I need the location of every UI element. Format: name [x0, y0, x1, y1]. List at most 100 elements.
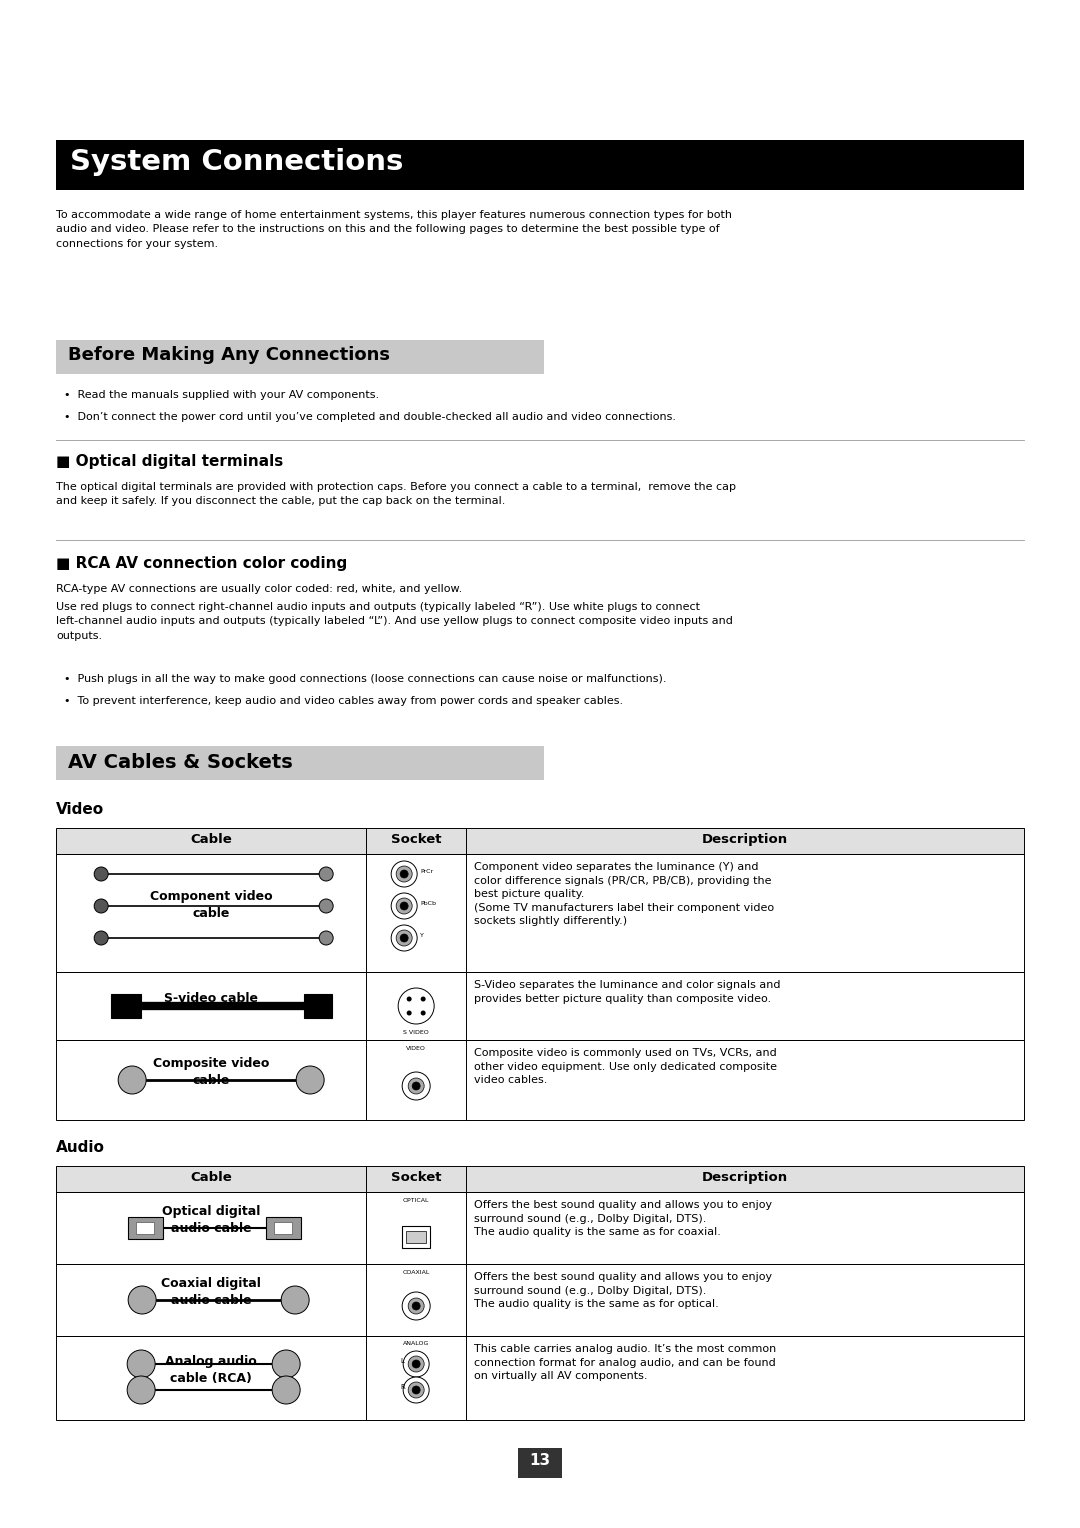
- Text: Coaxial digital
audio cable: Coaxial digital audio cable: [161, 1277, 261, 1306]
- Bar: [406, 1232, 427, 1242]
- Circle shape: [402, 1293, 430, 1320]
- Text: Before Making Any Connections: Before Making Any Connections: [68, 345, 390, 364]
- Circle shape: [118, 1067, 146, 1094]
- Bar: [111, 995, 141, 1018]
- Text: Y: Y: [420, 934, 424, 938]
- Circle shape: [391, 860, 417, 886]
- Circle shape: [413, 1302, 420, 1309]
- Bar: [56, 828, 1024, 854]
- Text: Offers the best sound quality and allows you to enjoy
surround sound (e.g., Dolb: Offers the best sound quality and allows…: [474, 1199, 772, 1238]
- Bar: [56, 1264, 1024, 1335]
- Circle shape: [94, 866, 108, 882]
- Bar: [56, 1041, 1024, 1120]
- Bar: [266, 1216, 301, 1239]
- Text: To accommodate a wide range of home entertainment systems, this player features : To accommodate a wide range of home ente…: [56, 209, 732, 249]
- Circle shape: [391, 924, 417, 950]
- Text: •  Read the manuals supplied with your AV components.: • Read the manuals supplied with your AV…: [64, 390, 379, 400]
- Text: Composite video is commonly used on TVs, VCRs, and
other video equipment. Use on: Composite video is commonly used on TVs,…: [474, 1048, 778, 1085]
- Text: S-video cable: S-video cable: [164, 992, 258, 1004]
- Text: Description: Description: [702, 833, 788, 847]
- Text: This cable carries analog audio. It’s the most common
connection format for anal: This cable carries analog audio. It’s th…: [474, 1345, 777, 1381]
- Bar: [402, 1225, 430, 1248]
- Text: AV Cables & Sockets: AV Cables & Sockets: [68, 753, 293, 772]
- Circle shape: [421, 1010, 426, 1016]
- Circle shape: [272, 1351, 300, 1378]
- Text: OPTICAL: OPTICAL: [403, 1198, 430, 1203]
- Bar: [305, 995, 333, 1018]
- Text: ■ RCA AV connection color coding: ■ RCA AV connection color coding: [56, 556, 348, 571]
- Text: Socket: Socket: [391, 1170, 442, 1184]
- Text: COAXIAL: COAXIAL: [403, 1270, 430, 1274]
- Circle shape: [401, 902, 408, 911]
- Circle shape: [94, 898, 108, 914]
- Bar: [56, 1335, 1024, 1420]
- Text: Audio: Audio: [56, 1140, 105, 1155]
- Circle shape: [413, 1386, 420, 1394]
- Text: Optical digital
audio cable: Optical digital audio cable: [162, 1206, 260, 1235]
- Circle shape: [408, 1355, 424, 1372]
- Bar: [129, 1216, 163, 1239]
- Circle shape: [396, 866, 413, 882]
- Text: RCA-type AV connections are usually color coded: red, white, and yellow.: RCA-type AV connections are usually colo…: [56, 584, 462, 594]
- Text: Video: Video: [56, 802, 105, 817]
- Circle shape: [401, 869, 408, 879]
- Bar: [56, 1166, 1024, 1192]
- Circle shape: [396, 898, 413, 914]
- Circle shape: [407, 1010, 411, 1016]
- Text: ANALOG: ANALOG: [403, 1342, 430, 1346]
- Circle shape: [402, 1073, 430, 1100]
- Text: The optical digital terminals are provided with protection caps. Before you conn: The optical digital terminals are provid…: [56, 481, 737, 506]
- Text: Socket: Socket: [391, 833, 442, 847]
- Circle shape: [403, 1377, 429, 1403]
- Circle shape: [413, 1082, 420, 1089]
- Text: •  Don’t connect the power cord until you’ve completed and double-checked all au: • Don’t connect the power cord until you…: [64, 413, 676, 422]
- Text: PbCb: PbCb: [420, 902, 436, 906]
- Circle shape: [129, 1287, 157, 1314]
- Text: •  Push plugs in all the way to make good connections (loose connections can cau: • Push plugs in all the way to make good…: [64, 674, 666, 685]
- Bar: [56, 141, 1024, 189]
- Circle shape: [296, 1067, 324, 1094]
- Text: Component video
cable: Component video cable: [150, 889, 272, 920]
- Text: ■ Optical digital terminals: ■ Optical digital terminals: [56, 454, 283, 469]
- Text: S-Video separates the luminance and color signals and
provides better picture qu: S-Video separates the luminance and colo…: [474, 979, 781, 1004]
- Text: Offers the best sound quality and allows you to enjoy
surround sound (e.g., Dolb: Offers the best sound quality and allows…: [474, 1271, 772, 1309]
- Bar: [56, 972, 1024, 1041]
- Circle shape: [408, 1381, 424, 1398]
- Circle shape: [127, 1377, 156, 1404]
- Circle shape: [320, 866, 333, 882]
- Circle shape: [127, 1351, 156, 1378]
- Text: Description: Description: [702, 1170, 788, 1184]
- Circle shape: [391, 892, 417, 918]
- Bar: [56, 1192, 1024, 1264]
- Circle shape: [403, 1351, 429, 1377]
- Circle shape: [396, 931, 413, 946]
- Text: Cable: Cable: [190, 1170, 232, 1184]
- Text: S VIDEO: S VIDEO: [403, 1030, 429, 1034]
- Circle shape: [399, 989, 434, 1024]
- Text: Component video separates the luminance (Y) and
color difference signals (PR/CR,: Component video separates the luminance …: [474, 862, 774, 926]
- Circle shape: [407, 996, 411, 1001]
- Text: R: R: [401, 1384, 405, 1390]
- Bar: [56, 746, 544, 779]
- Bar: [56, 854, 1024, 972]
- Circle shape: [281, 1287, 309, 1314]
- Circle shape: [408, 1077, 424, 1094]
- Text: Analog audio
cable (RCA): Analog audio cable (RCA): [165, 1355, 257, 1384]
- Text: 13: 13: [529, 1453, 551, 1468]
- Circle shape: [408, 1297, 424, 1314]
- Circle shape: [320, 931, 333, 944]
- Text: L: L: [401, 1358, 404, 1365]
- Circle shape: [320, 898, 333, 914]
- Circle shape: [94, 931, 108, 944]
- Bar: [274, 1222, 293, 1235]
- Circle shape: [272, 1377, 300, 1404]
- Text: •  To prevent interference, keep audio and video cables away from power cords an: • To prevent interference, keep audio an…: [64, 695, 623, 706]
- Bar: [136, 1222, 154, 1235]
- Text: Use red plugs to connect right-channel audio inputs and outputs (typically label: Use red plugs to connect right-channel a…: [56, 602, 733, 640]
- Circle shape: [421, 996, 426, 1001]
- Text: PrCr: PrCr: [420, 869, 433, 874]
- Bar: [518, 1449, 562, 1478]
- Text: VIDEO: VIDEO: [406, 1047, 427, 1051]
- Circle shape: [401, 934, 408, 941]
- Circle shape: [413, 1360, 420, 1368]
